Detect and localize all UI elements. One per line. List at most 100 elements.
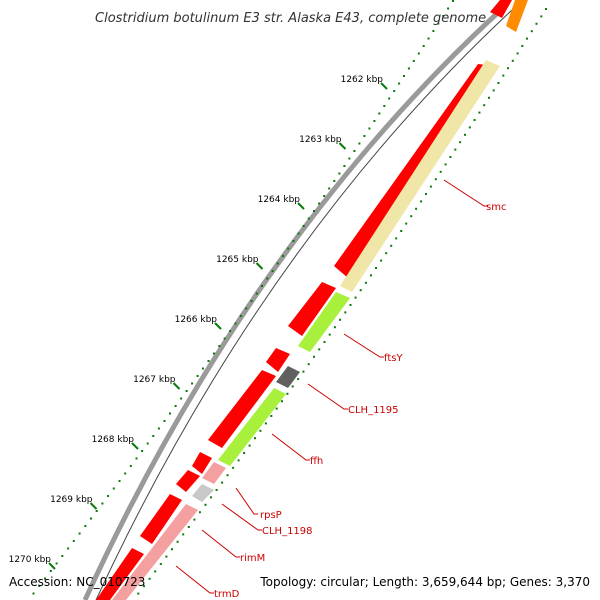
gc-dot xyxy=(442,15,445,17)
callout-CLH-1195 xyxy=(307,383,348,410)
scale-ticks: 1262 kbp 1263 kbp 1264 kbp 1265 kbp 1266 kbp… xyxy=(9,75,388,570)
gc-dot xyxy=(271,270,274,272)
gc-dot xyxy=(191,382,194,385)
gc-dot xyxy=(348,157,351,160)
gc-dot xyxy=(497,82,500,84)
gc-dot xyxy=(427,37,430,40)
scale-tick-label: 1270 kbp xyxy=(9,555,52,565)
gc-dot xyxy=(526,37,528,40)
gc-dot xyxy=(432,30,435,32)
gc-dot xyxy=(282,255,284,257)
gc-dot xyxy=(354,296,357,299)
feature-rpsP xyxy=(192,452,212,474)
gc-dot xyxy=(307,363,310,366)
gc-dot xyxy=(44,577,46,580)
callout-smc xyxy=(443,179,488,207)
gc-dot xyxy=(439,170,442,173)
gc-dot xyxy=(388,97,391,100)
gc-dot xyxy=(95,510,98,512)
gc-dot xyxy=(266,277,269,280)
gc-dot xyxy=(232,466,235,469)
gc-dot xyxy=(55,562,58,565)
gc-dot xyxy=(297,378,300,380)
scale-tick-label: 1262 kbp xyxy=(341,75,384,85)
gc-dot xyxy=(198,511,201,514)
gc-dot xyxy=(118,480,121,482)
feature-CLH-1195 xyxy=(266,348,290,372)
feature-trmD xyxy=(96,548,144,600)
gc-dot xyxy=(302,370,305,373)
gc-dot xyxy=(221,481,224,484)
gc-dot xyxy=(410,215,413,218)
cog-ftsY xyxy=(298,292,350,352)
gc-dot xyxy=(259,429,262,432)
gc-dot xyxy=(143,585,145,588)
gc-dot xyxy=(270,415,273,417)
callout-trmD xyxy=(175,565,214,594)
gc-dot xyxy=(169,412,171,415)
feature-rimM xyxy=(140,494,182,544)
scale-tick xyxy=(89,502,98,510)
scale-tick xyxy=(297,202,305,210)
callout-ftsY xyxy=(343,333,384,358)
gc-dot xyxy=(237,459,240,462)
scale-tick xyxy=(255,262,264,270)
gc-dot xyxy=(72,540,75,542)
cog-CLH-1198 xyxy=(192,484,214,502)
gc-dot xyxy=(511,59,514,62)
gc-dot xyxy=(165,555,168,558)
gc-dot xyxy=(407,67,410,70)
gc-dot xyxy=(243,452,246,454)
gc-dot xyxy=(364,281,367,284)
gc-dot xyxy=(390,244,393,247)
scale-tick-label: 1265 kbp xyxy=(216,255,259,265)
feature-CLH-1198 xyxy=(176,470,200,492)
gc-dot xyxy=(152,435,155,437)
gc-dot xyxy=(339,318,342,321)
gc-dot xyxy=(67,547,70,550)
gc-dot xyxy=(483,104,486,107)
gc-dot xyxy=(420,200,423,203)
gc-dot xyxy=(250,300,253,302)
scale-tick xyxy=(380,82,388,90)
gc-dot xyxy=(403,75,405,77)
gc-dot xyxy=(398,82,401,85)
gc-dot xyxy=(32,592,35,595)
gc-dot xyxy=(400,230,403,232)
gc-dot xyxy=(422,45,425,47)
gc-dot xyxy=(464,133,466,136)
gc-dot xyxy=(545,8,547,10)
gc-dot xyxy=(292,240,295,242)
gc-dot xyxy=(447,7,450,10)
gc-dot xyxy=(535,22,538,25)
gc-dot xyxy=(393,90,396,92)
gc-dot xyxy=(141,450,144,452)
gc-dot xyxy=(353,150,356,152)
gene-label-CLH-1198: CLH_1198 xyxy=(262,526,313,537)
gene-label-trmD: trmD xyxy=(214,589,240,600)
feature-top xyxy=(490,0,512,18)
gc-dot xyxy=(434,178,437,181)
gc-dot xyxy=(380,259,383,262)
cog-smc xyxy=(340,60,500,292)
feature-ffh xyxy=(208,370,276,448)
gc-dot xyxy=(281,400,283,403)
gc-dot xyxy=(502,74,505,77)
gc-dot xyxy=(313,210,315,212)
genome-backbone xyxy=(82,6,505,600)
gc-dot xyxy=(180,397,183,400)
gene-label-rpsP: rpsP xyxy=(260,510,282,521)
gc-dot xyxy=(226,474,229,477)
gc-dot xyxy=(358,142,361,145)
gc-dot xyxy=(176,540,179,543)
cog-CLH-1195 xyxy=(276,366,300,388)
cog-rimM-trmD xyxy=(112,504,198,600)
gc-dot xyxy=(202,367,204,370)
gc-dot xyxy=(78,532,81,535)
map-title: Clostridium botulinum E3 str. Alaska E43… xyxy=(95,11,486,26)
gc-dot xyxy=(129,465,132,467)
callout-CLH-1198 xyxy=(221,503,262,531)
gc-dot xyxy=(276,262,279,265)
